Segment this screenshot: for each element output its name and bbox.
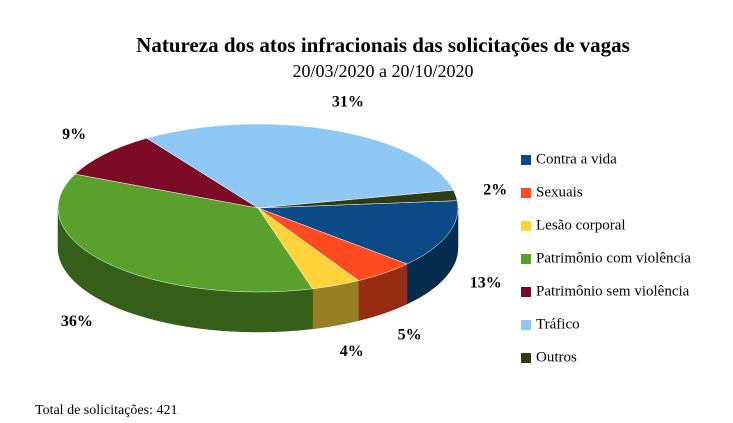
pie-slice: [257, 189, 458, 209]
data-label: 4%: [340, 343, 364, 360]
legend-swatch: [521, 254, 531, 264]
legend-swatch: [521, 155, 531, 165]
data-label: 13%: [470, 274, 502, 291]
data-label: 31%: [332, 94, 364, 111]
note: Total de solicitações: 421: [35, 403, 177, 418]
pie-sides: [57, 207, 459, 333]
legend-label: Tráfico: [536, 316, 580, 332]
legend-label: Outros: [536, 349, 577, 365]
pie-slice: [257, 200, 459, 265]
data-label: 36%: [61, 313, 93, 330]
pie-slice: [74, 137, 259, 209]
data-label: 5%: [398, 327, 422, 344]
legend-label: Patrimônio sem violência: [536, 283, 690, 299]
legend-label: Sexuais: [536, 184, 583, 200]
chart-title: Natureza dos atos infracionais das solic…: [136, 33, 630, 57]
chart-subtitle: 20/03/2020 a 20/10/2020: [293, 61, 474, 81]
legend-swatch: [521, 353, 531, 363]
data-label: 9%: [62, 126, 86, 143]
legend-label: Contra a vida: [536, 151, 617, 167]
legend-label: Patrimônio com violência: [536, 250, 691, 266]
legend-label: Lesão corporal: [536, 217, 626, 233]
pie-slice: [57, 173, 313, 293]
pie-slice: [146, 123, 454, 209]
legend-swatch: [521, 188, 531, 198]
legend-swatch: [521, 320, 531, 330]
data-label: 2%: [483, 182, 507, 199]
pie-tops: [57, 123, 459, 293]
legend-swatch: [521, 221, 531, 231]
legend-swatch: [521, 287, 531, 297]
